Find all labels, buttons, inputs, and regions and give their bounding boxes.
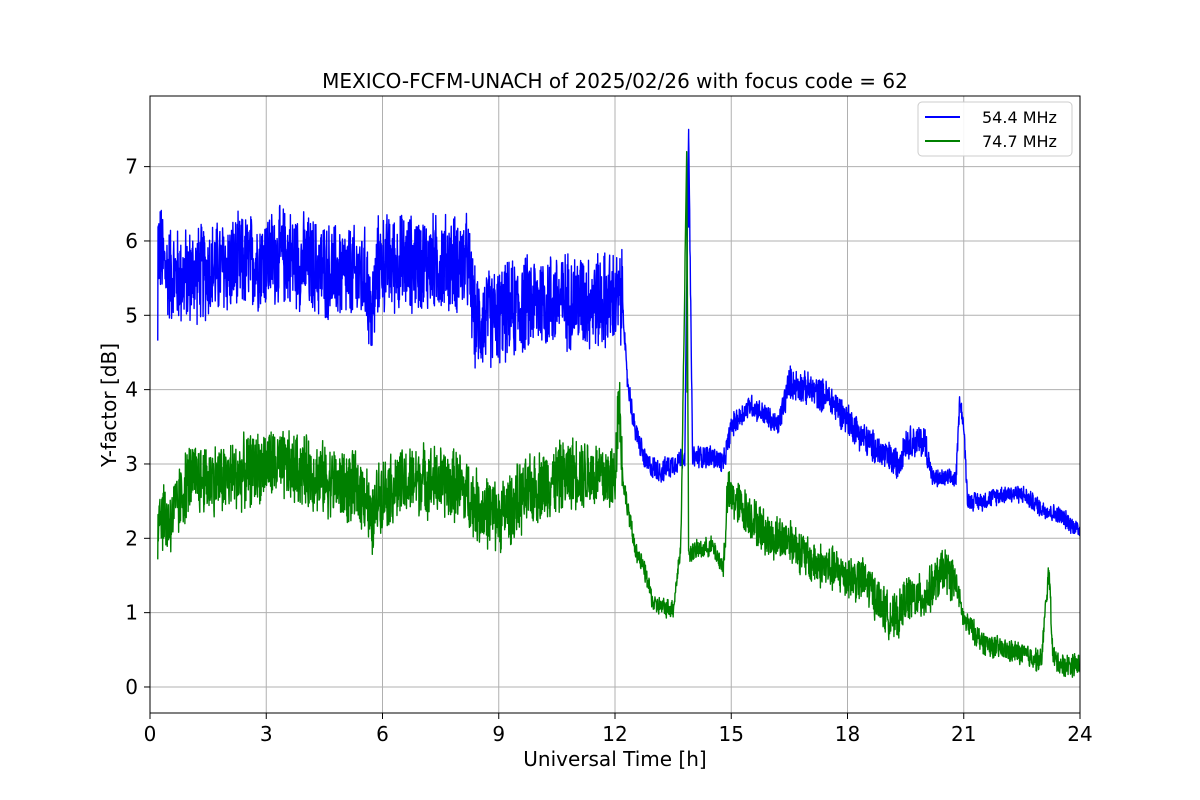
legend-box — [917, 101, 1073, 157]
legend-label-54-mhz: 54.4 MHz — [982, 108, 1057, 127]
legend-label-74-mhz: 74.7 MHz — [982, 132, 1057, 151]
x-tick-label: 24 — [1067, 722, 1092, 746]
legend: 54.4 MHz 74.7 MHz — [917, 101, 1073, 157]
y-tick-label: 6 — [125, 229, 138, 253]
x-axis-label: Universal Time [h] — [523, 747, 706, 771]
chart-title: MEXICO-FCFM-UNACH of 2025/02/26 with foc… — [322, 69, 908, 93]
x-tick-label: 15 — [719, 722, 744, 746]
y-tick-label: 5 — [125, 303, 138, 327]
y-tick-label: 2 — [125, 526, 138, 550]
y-tick-label: 4 — [125, 378, 138, 402]
x-tick-label: 18 — [835, 722, 860, 746]
x-tick-label: 0 — [144, 722, 157, 746]
y-axis-label: Y-factor [dB] — [97, 343, 121, 468]
series-group — [157, 128, 1080, 678]
series-line-74-mhz — [157, 151, 1080, 678]
x-tick-label: 3 — [260, 722, 273, 746]
x-tick-label: 6 — [376, 722, 389, 746]
series-line-54-mhz — [157, 128, 1080, 537]
x-tick-label: 21 — [951, 722, 976, 746]
y-tick-label: 3 — [125, 452, 138, 476]
y-axis: 0 1 2 3 4 5 6 7 — [125, 155, 150, 699]
x-axis: 0 3 6 9 12 15 18 21 24 — [144, 713, 1093, 746]
y-tick-label: 1 — [125, 601, 138, 625]
y-tick-label: 0 — [125, 675, 138, 699]
plot-area — [157, 128, 1080, 678]
y-tick-label: 7 — [125, 155, 138, 179]
x-tick-label: 9 — [492, 722, 505, 746]
x-tick-label: 12 — [602, 722, 627, 746]
